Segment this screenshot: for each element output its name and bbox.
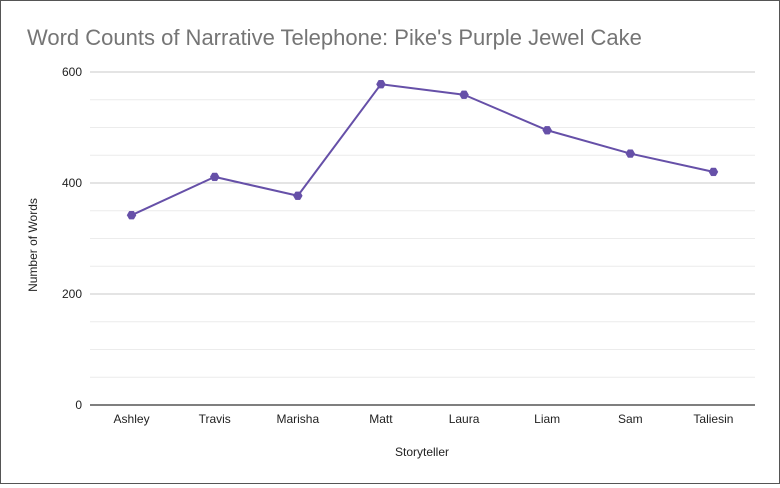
x-axis-label: Storyteller xyxy=(395,445,449,459)
x-tick-label: Liam xyxy=(534,412,560,426)
x-tick-label: Laura xyxy=(449,412,480,426)
y-axis-label: Number of Words xyxy=(26,198,40,292)
data-point xyxy=(126,211,137,220)
x-tick-label: Marisha xyxy=(276,412,319,426)
x-tick-labels: Ashley Travis Marisha Matt Laura Liam Sam Talie… xyxy=(114,412,734,426)
data-point xyxy=(625,149,636,158)
x-tick-label: Matt xyxy=(369,412,393,426)
data-point xyxy=(542,126,552,135)
y-tick-label: 600 xyxy=(62,65,82,79)
y-tick-labels: 0 200 400 600 xyxy=(62,65,82,412)
gridlines xyxy=(90,71,755,378)
x-tick-label: Travis xyxy=(199,412,231,426)
data-point xyxy=(376,80,386,89)
y-tick-label: 400 xyxy=(62,176,82,190)
series-layer xyxy=(126,80,719,220)
y-tick-label: 200 xyxy=(62,287,82,301)
x-tick-label: Sam xyxy=(618,412,643,426)
chart-title: Word Counts of Narrative Telephone: Pike… xyxy=(27,25,642,50)
data-point xyxy=(708,167,719,177)
x-tick-label: Taliesin xyxy=(693,412,733,426)
data-point xyxy=(293,191,303,200)
data-point xyxy=(459,90,469,99)
y-tick-label: 0 xyxy=(75,398,82,412)
x-tick-label: Ashley xyxy=(114,412,150,426)
data-point xyxy=(209,172,220,182)
series-line xyxy=(131,83,714,217)
